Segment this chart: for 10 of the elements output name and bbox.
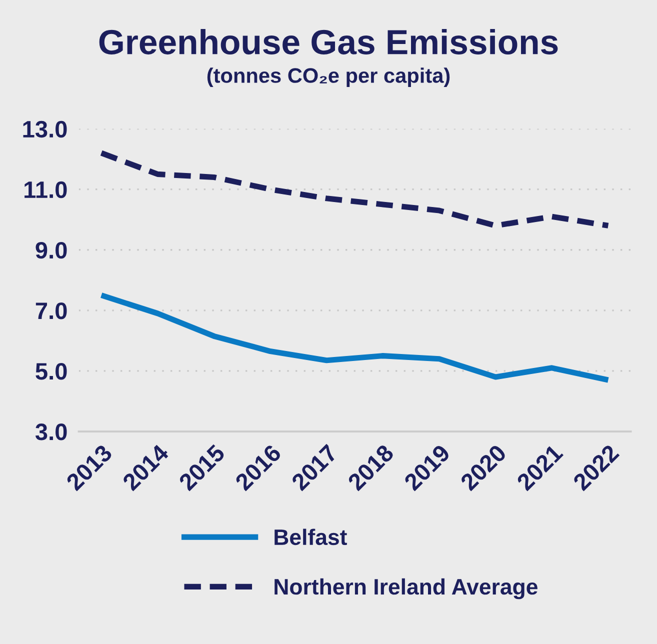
y-tick-label: 11.0: [24, 181, 67, 198]
chart-title: Greenhouse Gas Emissions: [99, 28, 558, 54]
legend-label: Northern Ireland Average: [274, 578, 538, 600]
y-tick-label: 13.0: [23, 120, 67, 138]
legend-label: Belfast: [274, 528, 347, 546]
y-tick-label: 3.0: [35, 424, 67, 440]
y-tick-label: 9.0: [36, 242, 67, 259]
chart-subtitle: (tonnes CO₂e per capita): [207, 68, 450, 88]
y-tick-label: 5.0: [36, 363, 67, 380]
y-tick-label: 7.0: [36, 302, 67, 320]
